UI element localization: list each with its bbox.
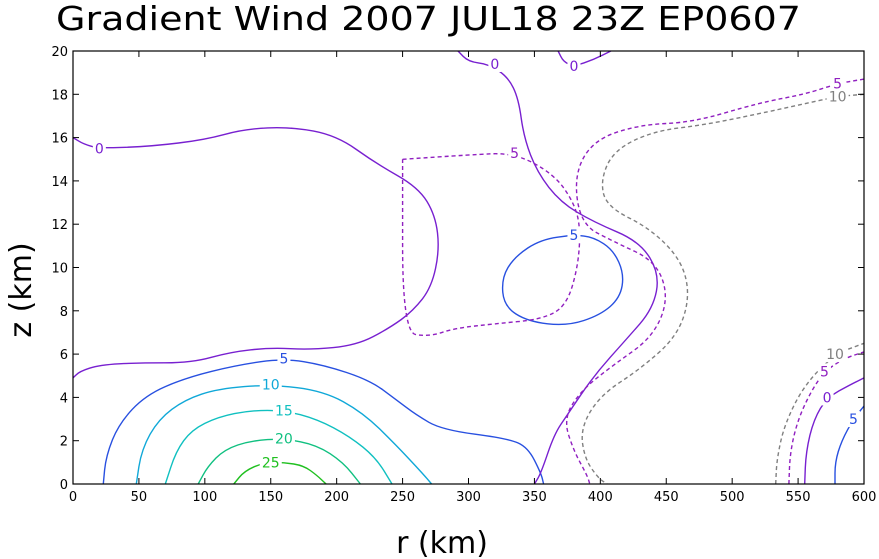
contour-line — [581, 93, 865, 485]
x-tick-label: 200 — [324, 490, 349, 505]
y-tick-label: 0 — [60, 478, 68, 493]
contour-line — [804, 377, 865, 485]
y-tick-label: 12 — [51, 218, 68, 233]
x-tick-label: 100 — [192, 490, 217, 505]
contour-label-bg — [259, 454, 282, 471]
contour-label-bg — [272, 402, 295, 419]
contour-label-bg — [508, 144, 522, 161]
contour-label: 5 — [833, 76, 842, 92]
chart-title: Gradient Wind 2007 JUL18 23Z EP0607 — [56, 0, 801, 38]
x-tick-label: 250 — [390, 490, 415, 505]
y-tick-label: 2 — [60, 435, 68, 450]
contour-label: 5 — [849, 412, 858, 428]
contour-label-bg — [567, 227, 581, 244]
contour-label-bg — [567, 58, 581, 75]
x-axis: 0 50 100 150 200 250 300 350 400 450 500 550 600 — [69, 51, 877, 505]
contour-label-bg — [826, 88, 849, 105]
contour-line — [197, 438, 361, 485]
contour-label-bg — [820, 389, 834, 406]
x-tick-label: 400 — [588, 490, 613, 505]
x-tick-label: 550 — [786, 490, 811, 505]
contour-layer — [72, 50, 865, 485]
contour-label-bg — [272, 430, 295, 447]
x-tick-label: 50 — [131, 490, 148, 505]
x-tick-label: 0 — [69, 490, 77, 505]
y-tick-label: 18 — [51, 88, 68, 103]
contour-line — [164, 409, 393, 485]
y-tick-label: 16 — [51, 132, 68, 147]
contour-label-bg — [277, 350, 291, 367]
contour-label: 15 — [275, 403, 293, 419]
x-tick-label: 150 — [258, 490, 283, 505]
contour-label: 5 — [279, 351, 288, 367]
y-axis-label: z (km) — [4, 242, 39, 337]
x-tick-label: 300 — [456, 490, 481, 505]
y-tick-label: 4 — [60, 391, 68, 406]
contour-line — [557, 50, 612, 66]
x-tick-label: 600 — [852, 490, 877, 505]
contour-label-bg — [846, 411, 860, 428]
contour-label: 5 — [570, 228, 579, 244]
contour-line — [457, 50, 658, 485]
contour-label: 10 — [829, 89, 847, 105]
contour-label: 5 — [820, 364, 829, 380]
contour-label: 5 — [510, 146, 519, 162]
y-tick-label: 14 — [51, 175, 68, 190]
y-tick-label: 10 — [51, 262, 68, 277]
y-axis: 0 2 4 6 8 10 12 14 16 18 20 — [51, 45, 864, 493]
contour-line — [788, 351, 865, 485]
contour-line — [565, 78, 865, 485]
contour-line — [501, 234, 624, 326]
contour-label-bg — [817, 363, 831, 380]
y-tick-label: 8 — [60, 305, 68, 320]
y-tick-label: 6 — [60, 348, 68, 363]
x-axis-label: r (km) — [396, 526, 488, 559]
contour-line — [401, 153, 581, 337]
contour-label: 10 — [826, 347, 844, 363]
contour-label: 20 — [275, 432, 293, 448]
contour-line — [102, 359, 545, 485]
contour-line — [233, 461, 327, 485]
contour-label-bg — [92, 140, 106, 157]
contour-label-bg — [831, 75, 845, 92]
contour-label: 0 — [570, 59, 579, 75]
contour-label-bg — [823, 346, 846, 363]
y-tick-label: 20 — [51, 45, 68, 60]
x-tick-label: 350 — [522, 490, 547, 505]
contour-line — [72, 126, 439, 379]
x-tick-label: 500 — [720, 490, 745, 505]
contour-label: 0 — [823, 390, 832, 406]
contour-label-bg — [488, 55, 502, 72]
contour-label-bg — [259, 376, 282, 393]
contour-label: 0 — [490, 57, 499, 73]
x-tick-label: 450 — [654, 490, 679, 505]
contour-label: 0 — [95, 141, 104, 157]
contour-label: 10 — [262, 377, 280, 393]
contour-label: 25 — [262, 455, 280, 471]
